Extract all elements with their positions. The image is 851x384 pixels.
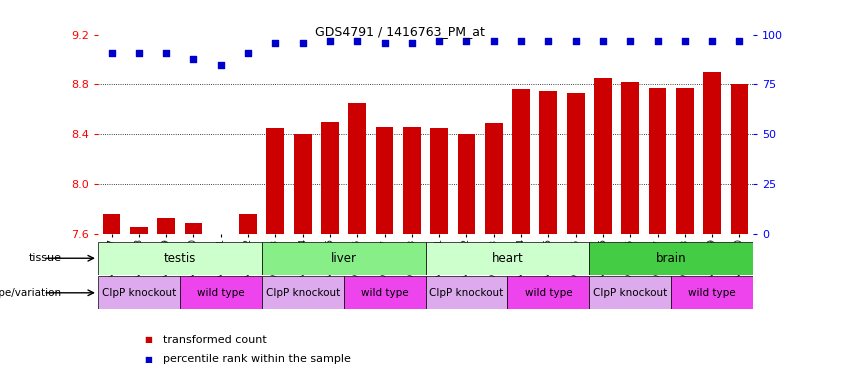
Bar bbox=[348, 103, 366, 234]
Bar bbox=[426, 242, 589, 275]
Point bbox=[651, 38, 665, 44]
Point bbox=[487, 38, 500, 44]
Text: ClpP knockout: ClpP knockout bbox=[429, 288, 504, 298]
Bar bbox=[103, 214, 120, 234]
Text: liver: liver bbox=[330, 252, 357, 265]
Text: tissue: tissue bbox=[28, 253, 61, 263]
Point bbox=[323, 38, 337, 44]
Text: ■: ■ bbox=[145, 335, 152, 344]
Bar bbox=[594, 78, 612, 234]
Text: ■: ■ bbox=[145, 354, 152, 364]
Bar bbox=[98, 242, 262, 275]
Text: ClpP knockout: ClpP knockout bbox=[266, 288, 340, 298]
Bar bbox=[98, 276, 180, 309]
Point bbox=[705, 38, 719, 44]
Point bbox=[214, 61, 227, 68]
Bar bbox=[239, 214, 257, 234]
Point bbox=[132, 50, 146, 56]
Bar bbox=[157, 218, 175, 234]
Point bbox=[514, 38, 528, 44]
Bar bbox=[426, 276, 507, 309]
Bar bbox=[130, 227, 148, 234]
Bar bbox=[567, 93, 585, 234]
Bar bbox=[731, 84, 748, 234]
Bar bbox=[262, 276, 344, 309]
Point bbox=[296, 40, 310, 46]
Bar bbox=[703, 72, 721, 234]
Bar bbox=[671, 276, 753, 309]
Point bbox=[269, 40, 283, 46]
Text: ClpP knockout: ClpP knockout bbox=[101, 288, 176, 298]
Point bbox=[432, 38, 446, 44]
Bar bbox=[344, 276, 426, 309]
Point bbox=[186, 55, 200, 61]
Text: brain: brain bbox=[656, 252, 687, 265]
Bar bbox=[540, 91, 557, 234]
Point bbox=[378, 40, 391, 46]
Point bbox=[733, 38, 746, 44]
Point bbox=[597, 38, 610, 44]
Text: wild type: wild type bbox=[197, 288, 244, 298]
Bar bbox=[621, 82, 639, 234]
Point bbox=[159, 50, 173, 56]
Point bbox=[351, 38, 364, 44]
Bar bbox=[676, 88, 694, 234]
Bar bbox=[262, 242, 426, 275]
Point bbox=[105, 50, 118, 56]
Bar bbox=[185, 223, 203, 234]
Bar bbox=[589, 276, 671, 309]
Text: heart: heart bbox=[492, 252, 523, 265]
Bar bbox=[458, 134, 476, 234]
Bar bbox=[512, 89, 530, 234]
Bar bbox=[294, 134, 311, 234]
Bar bbox=[589, 242, 753, 275]
Bar bbox=[266, 128, 284, 234]
Point bbox=[541, 38, 555, 44]
Bar bbox=[375, 127, 393, 234]
Bar bbox=[507, 276, 589, 309]
Point bbox=[568, 38, 582, 44]
Text: genotype/variation: genotype/variation bbox=[0, 288, 61, 298]
Bar bbox=[485, 123, 503, 234]
Point bbox=[405, 40, 419, 46]
Text: GDS4791 / 1416763_PM_at: GDS4791 / 1416763_PM_at bbox=[315, 25, 485, 38]
Bar bbox=[321, 122, 339, 234]
Text: testis: testis bbox=[163, 252, 196, 265]
Text: ClpP knockout: ClpP knockout bbox=[593, 288, 667, 298]
Bar bbox=[648, 88, 666, 234]
Text: transformed count: transformed count bbox=[163, 335, 267, 345]
Point bbox=[678, 38, 692, 44]
Text: wild type: wild type bbox=[361, 288, 408, 298]
Point bbox=[241, 50, 254, 56]
Point bbox=[624, 38, 637, 44]
Text: percentile rank within the sample: percentile rank within the sample bbox=[163, 354, 351, 364]
Text: wild type: wild type bbox=[524, 288, 572, 298]
Bar bbox=[431, 128, 448, 234]
Point bbox=[460, 38, 473, 44]
Bar bbox=[403, 127, 420, 234]
Text: wild type: wild type bbox=[688, 288, 736, 298]
Bar bbox=[180, 276, 262, 309]
